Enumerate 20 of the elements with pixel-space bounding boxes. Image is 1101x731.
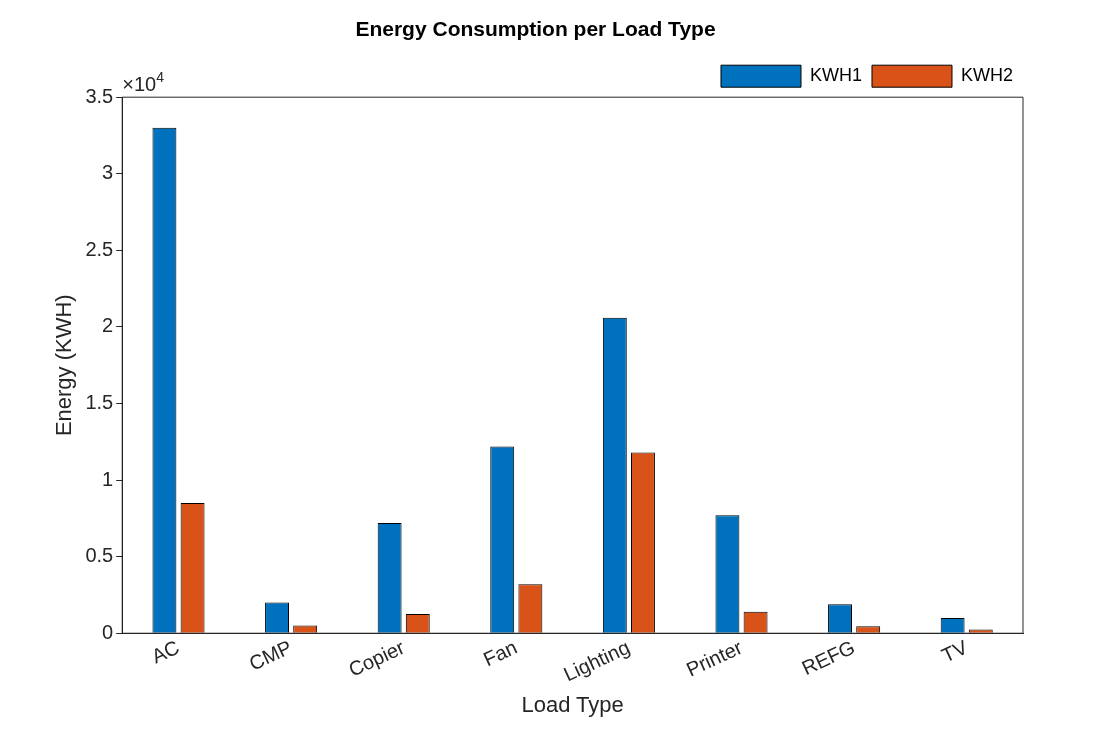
x-tick-label: Fan [479,635,521,671]
y-tick-label: 2 [102,314,114,337]
x-tick-label: REFG [798,635,859,680]
x-tick-label: TV [938,635,972,667]
x-tick-label: AC [148,635,183,668]
y-tick-label: 2.5 [85,237,114,260]
y-tick-label: 3.5 [85,84,114,107]
x-tick-label: CMP [245,635,296,675]
y-tick-label: 1.5 [85,391,114,414]
y-tick-label: 0.5 [85,544,114,567]
legend-label: KWH1 [809,65,863,86]
y-tick-label: 3 [102,161,114,184]
x-tick-label: Printer [682,635,746,681]
x-axis-title: Load Type [521,691,624,717]
y-axis-title: Energy (KWH) [51,294,77,437]
legend-label: KWH2 [961,65,1014,86]
chart-title: Energy Consumption per Load Type [355,17,716,41]
y-tick-label: 1 [102,467,114,490]
y-tick-label: 0 [102,620,114,643]
x-tick-label: Copier [345,635,409,681]
